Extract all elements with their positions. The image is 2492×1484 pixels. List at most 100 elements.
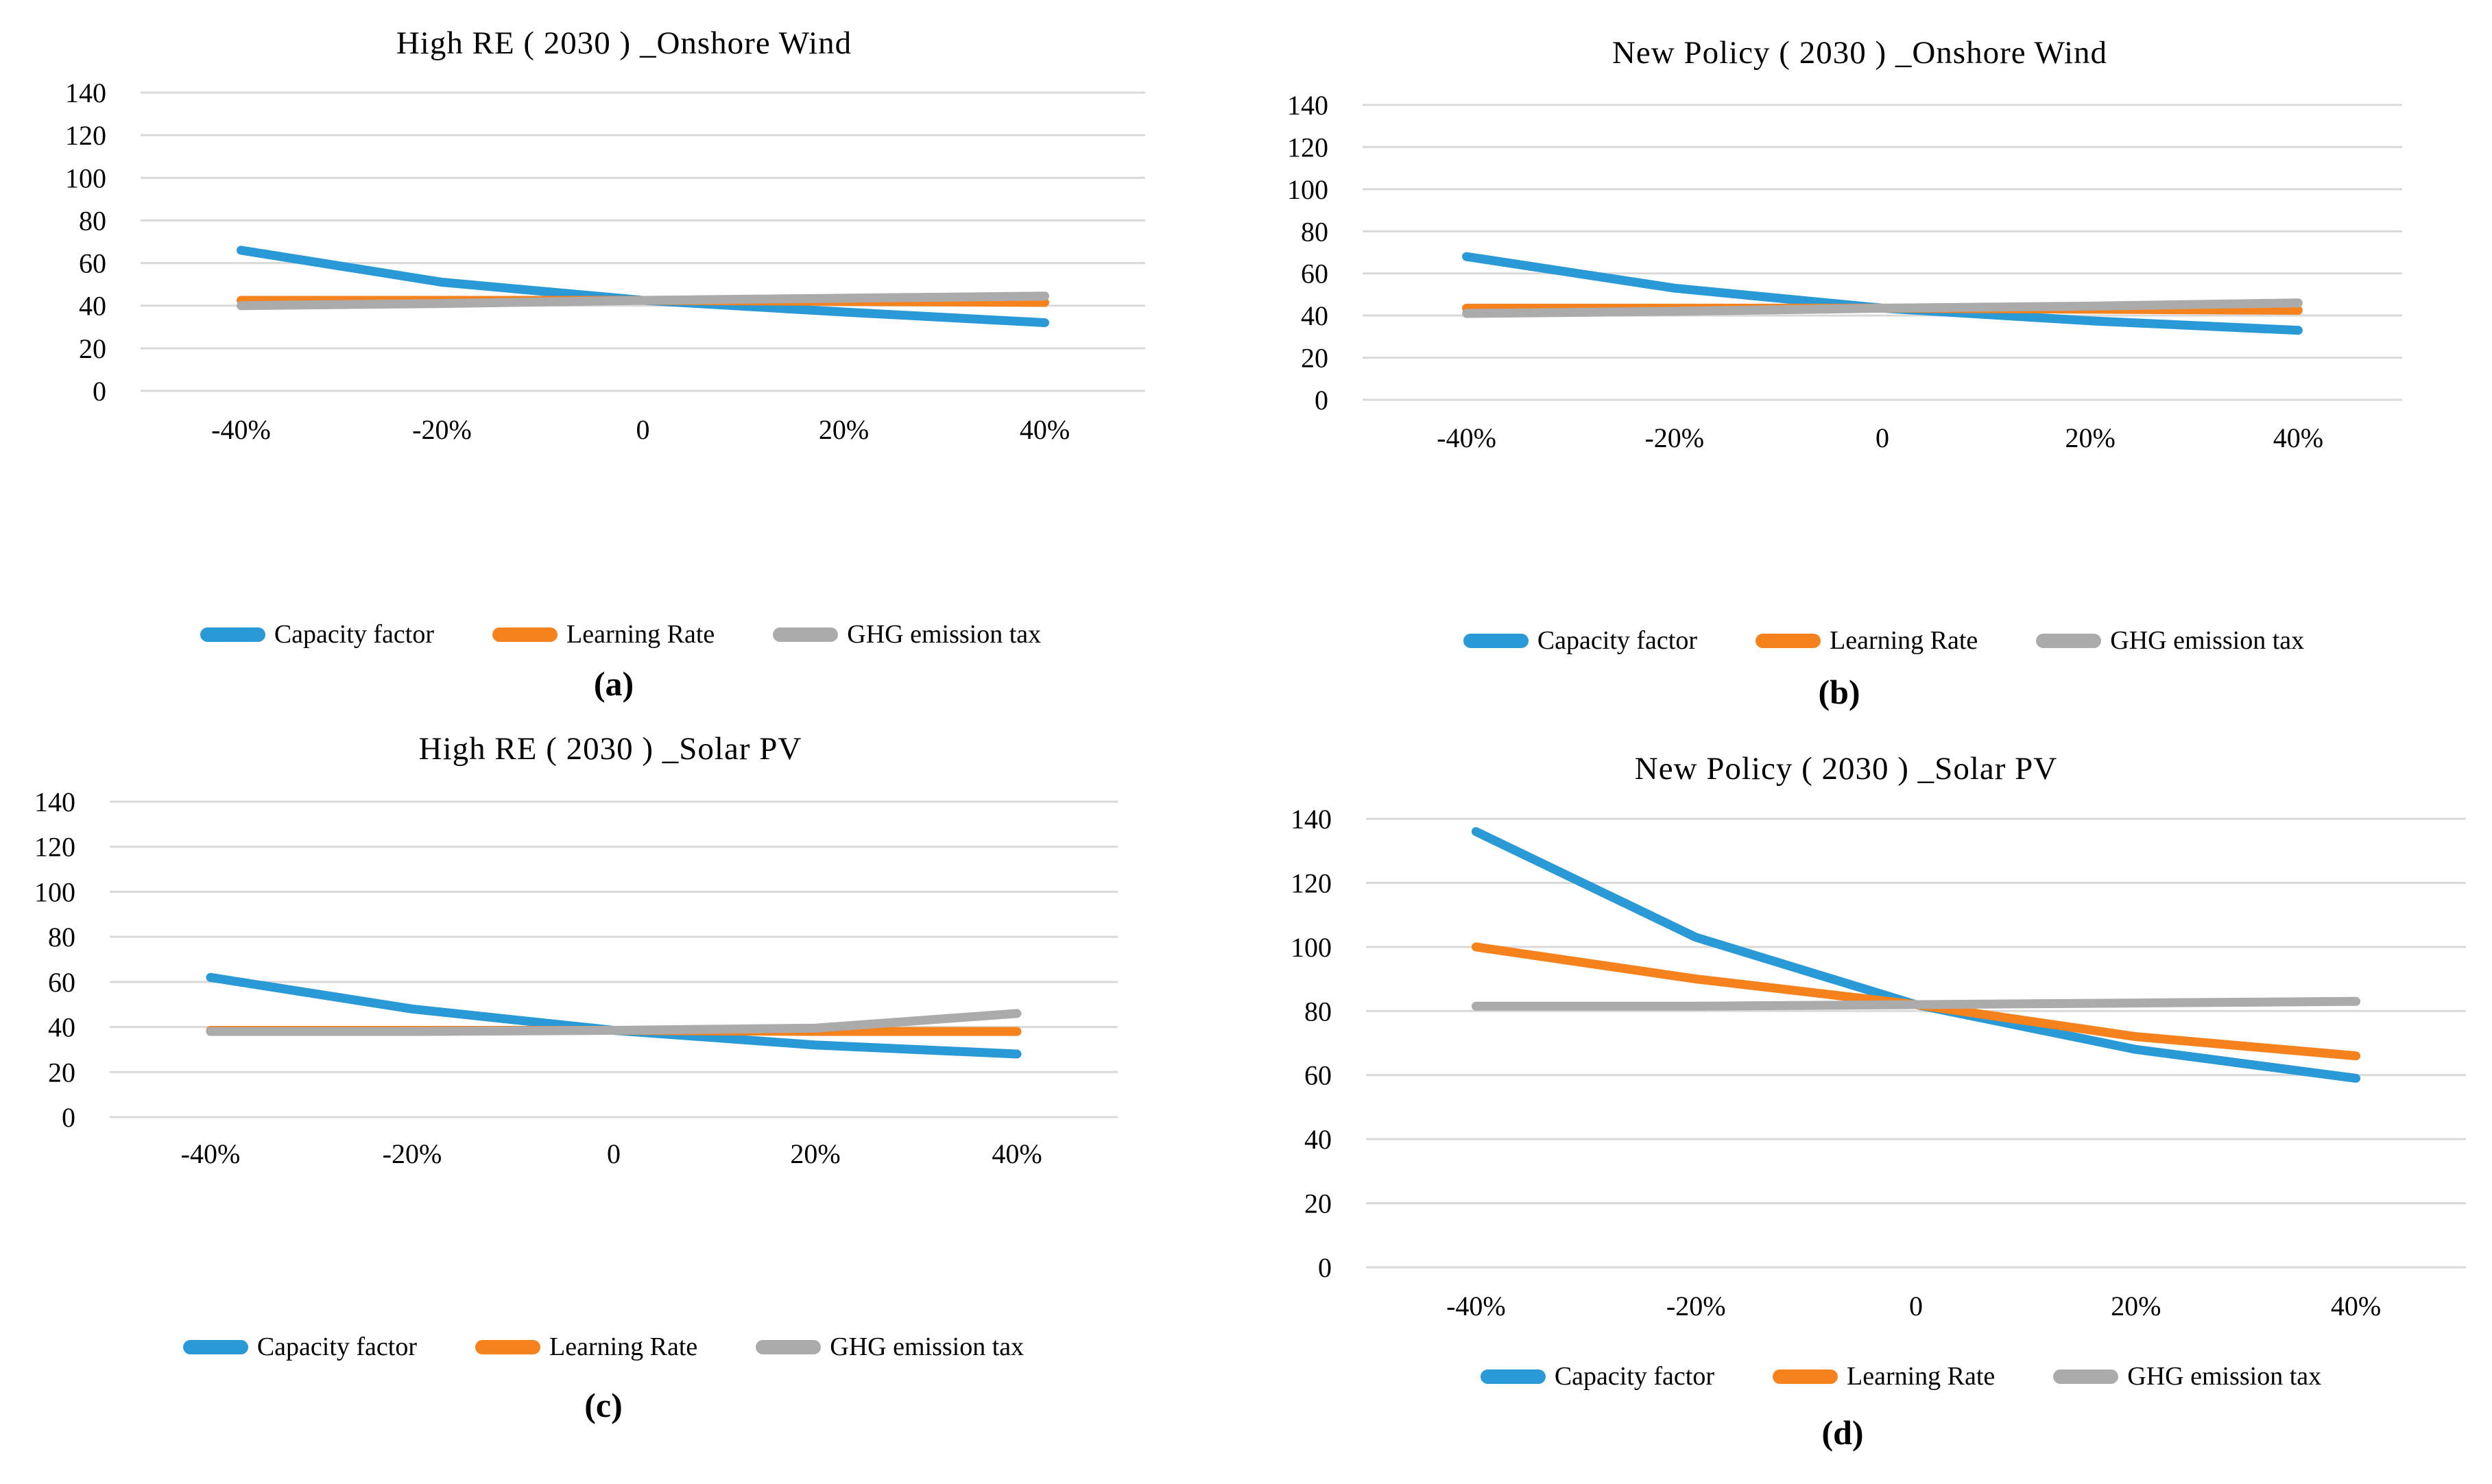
ghg-emission-tax-line-swatch [756,1339,822,1354]
chart-c-legend: Capacity factor Learning Rate GHG emissi… [69,1332,1138,1362]
y-tick-label: 140 [1287,90,1328,121]
y-tick-label: 60 [1301,259,1328,289]
ghg-emission-tax-line-swatch [773,627,839,642]
x-tick-label: -40% [181,1138,241,1169]
chart-a-plot-area: 140 120 100 80 60 40 20 0 -40% -20% 0 20% 40% [65,77,1145,445]
series-line-capacity-factor [206,972,1022,1059]
y-tick-label: 100 [65,163,106,193]
legend-item-learning-rate: Learning Rate [1773,1361,1995,1391]
y-tick-label: 40 [79,291,106,322]
legend-label-ghg-emission-tax: GHG emission tax [2110,626,2305,655]
caption-b: (b) [1818,673,1860,711]
series-line-capacity-factor [1462,252,2303,335]
legend-label-capacity-factor: Capacity factor [1554,1362,1714,1391]
x-tick-label: 0 [1909,1291,1923,1321]
x-tick-label: -40% [1437,422,1496,453]
caption-d: (d) [1821,1413,1864,1452]
x-tick-label: 0 [607,1138,621,1169]
x-tick-label: 40% [2331,1291,2381,1321]
caption-c: (c) [584,1386,623,1424]
x-tick-label: 20% [2065,422,2116,453]
y-tick-label: 20 [1301,343,1328,374]
panel-a: High RE ( 2030 ) _Onshore Wind 140 120 100… [0,0,1246,727]
chart-d-plot-area: 140 120 100 80 60 40 20 0 -40% -20% 0 20% 40% [1291,804,2466,1321]
learning-rate-line-swatch [475,1339,540,1354]
chart-d-title: New Policy ( 2030 ) _Solar PV [1634,751,2058,787]
x-tick-label: -20% [383,1138,442,1169]
chart-c-title: High RE ( 2030 ) _Solar PV [418,731,802,767]
capacity-factor-line-swatch [200,627,265,642]
x-tick-label: 0 [636,414,650,445]
chart-a-legend: Capacity factor Learning Rate GHG emissi… [86,619,1155,649]
y-tick-label: 120 [65,120,106,151]
legend-item-learning-rate: Learning Rate [492,619,715,649]
x-tick-label: 40% [992,1138,1042,1169]
legend-item-ghg-emission-tax: GHG emission tax [773,619,1041,649]
panel-c: High RE ( 2030 ) _Solar PV 140 120 100 80 60… [0,727,1246,1484]
capacity-factor-line-swatch [182,1339,248,1354]
y-tick-label: 20 [48,1057,75,1088]
y-tick-label: 100 [1287,174,1328,205]
x-tick-label: 0 [1876,422,1889,453]
y-tick-label: 140 [65,77,106,108]
x-tick-label: 20% [2111,1291,2161,1321]
y-tick-label: 20 [1304,1188,1332,1219]
y-tick-label: 120 [34,832,75,863]
y-tick-label: 140 [1291,804,1332,835]
y-tick-label: 0 [62,1102,75,1133]
legend-label-ghg-emission-tax: GHG emission tax [830,1332,1025,1361]
legend-item-learning-rate: Learning Rate [1756,625,1978,656]
x-tick-label: -40% [1446,1291,1506,1321]
legend-item-capacity-factor: Capacity factor [1480,1361,1714,1391]
chart-b-legend: Capacity factor Learning Rate GHG emissi… [1349,625,2419,656]
legend-label-capacity-factor: Capacity factor [256,1332,417,1361]
x-tick-label: -20% [1644,422,1704,453]
y-tick-label: 140 [34,787,75,817]
y-tick-label: 120 [1291,867,1332,898]
chart-a-title: High RE ( 2030 ) _Onshore Wind [396,25,852,61]
chart-b-plot-area: 140 120 100 80 60 40 20 0 -40% -20% 0 20% 40% [1287,90,2402,453]
chart-d-legend: Capacity factor Learning Rate GHG emissi… [1366,1361,2436,1391]
y-tick-label: 100 [34,876,75,907]
x-tick-label: -40% [211,414,271,445]
x-tick-label: -20% [1666,1291,1726,1321]
series-line-ghg-emission-tax [1471,996,2361,1011]
chart-c-plot-area: 140 120 100 80 60 40 20 0 -40% -20% 0 20% 40% [34,787,1118,1169]
chart-b-title: New Policy ( 2030 ) _Onshore Wind [1612,35,2108,71]
capacity-factor-line-swatch [1480,1369,1546,1384]
x-tick-label: 20% [819,414,869,445]
legend-label-ghg-emission-tax: GHG emission tax [847,620,1042,649]
y-tick-label: 100 [1291,932,1332,963]
series-line-ghg-emission-tax [1462,298,2303,318]
x-tick-label: -20% [412,414,472,445]
learning-rate-line-swatch [1773,1369,1838,1384]
series-line-capacity-factor [237,246,1049,328]
ghg-emission-tax-line-swatch [2053,1369,2119,1384]
y-tick-label: 80 [79,205,106,236]
legend-label-learning-rate: Learning Rate [566,620,715,649]
y-tick-label: 60 [79,248,106,279]
y-tick-label: 40 [48,1012,75,1043]
learning-rate-line-swatch [1756,633,1821,648]
legend-label-learning-rate: Learning Rate [1847,1362,1996,1391]
series-line-ghg-emission-tax [237,291,1049,311]
panel-b: New Policy ( 2030 ) _Onshore Wind 140 120… [1246,0,2492,727]
x-tick-label: 40% [2273,422,2323,453]
ghg-emission-tax-line-swatch [2036,633,2102,648]
y-tick-label: 80 [1304,996,1332,1027]
x-tick-label: 20% [790,1138,840,1169]
y-tick-label: 40 [1304,1124,1332,1155]
learning-rate-line-swatch [492,627,558,642]
legend-item-ghg-emission-tax: GHG emission tax [2053,1361,2321,1391]
legend-label-capacity-factor: Capacity factor [274,620,434,649]
y-tick-label: 120 [1287,132,1328,163]
y-tick-label: 60 [48,967,75,998]
y-tick-label: 80 [1301,216,1328,247]
x-tick-label: 40% [1020,414,1070,445]
legend-item-capacity-factor: Capacity factor [1463,625,1697,656]
series-line-ghg-emission-tax [206,1009,1022,1036]
legend-label-capacity-factor: Capacity factor [1537,626,1697,655]
panel-d: New Policy ( 2030 ) _Solar PV 140 120 100 8… [1246,727,2492,1484]
legend-item-learning-rate: Learning Rate [475,1332,697,1362]
y-tick-label: 40 [1301,300,1328,331]
